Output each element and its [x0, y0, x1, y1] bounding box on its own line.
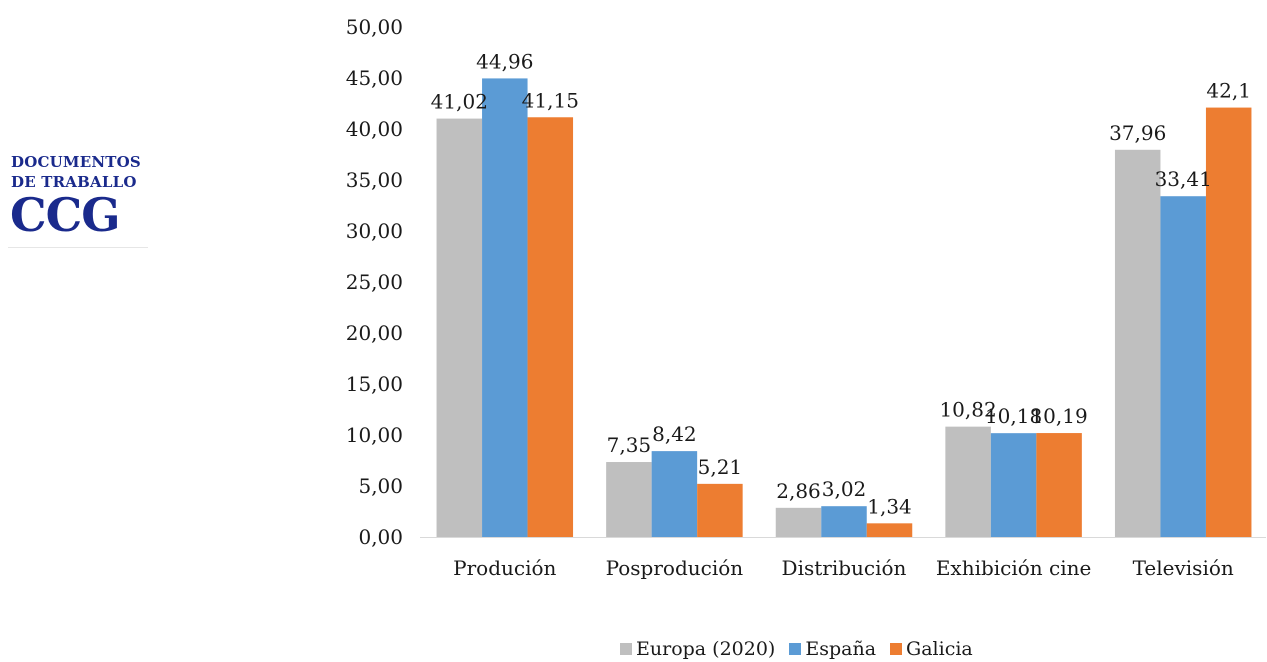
- legend-swatch-galicia: [890, 643, 903, 655]
- data-label: 41,15: [522, 88, 579, 112]
- y-tick-label: 20,00: [346, 321, 403, 345]
- logo-underline: [8, 247, 148, 248]
- y-tick-label: 5,00: [358, 474, 403, 498]
- bar-europa: [436, 118, 483, 537]
- data-label: 42,1: [1206, 79, 1251, 103]
- bar-galicia: [1036, 433, 1082, 537]
- data-label: 10,82: [939, 398, 996, 422]
- bar-galicia: [866, 523, 913, 537]
- data-label: 37,96: [1109, 121, 1166, 145]
- data-label: 7,35: [607, 433, 652, 457]
- bar-europa: [1114, 149, 1161, 538]
- x-tick-label: Produción: [453, 556, 556, 580]
- data-label: 44,96: [476, 49, 533, 73]
- legend-swatch-espana: [789, 643, 802, 655]
- ccg-logo: DOCUMENTOS DE TRABALLO CCG: [8, 150, 148, 248]
- data-label: 41,02: [431, 90, 488, 114]
- data-label: 2,86: [776, 479, 821, 503]
- x-tick-label: Exhibición cine: [936, 556, 1092, 580]
- logo-line-documentos: DOCUMENTOS: [11, 153, 141, 171]
- data-label: 5,21: [698, 455, 743, 479]
- legend-label-galicia: Galicia: [906, 638, 973, 660]
- data-label: 10,19: [1030, 404, 1087, 428]
- bar-europa: [606, 462, 652, 537]
- legend-swatch-europa: [620, 643, 632, 655]
- data-label: 3,02: [822, 477, 867, 501]
- x-tick-label: Posprodución: [606, 556, 744, 580]
- y-tick-label: 45,00: [346, 66, 403, 90]
- legend-label-espana: España: [805, 638, 877, 660]
- bar-galicia: [697, 483, 743, 537]
- bar-espana: [482, 78, 528, 538]
- y-tick-label: 15,00: [346, 372, 403, 396]
- y-tick-label: 10,00: [346, 423, 403, 447]
- bar-galicia: [1205, 107, 1252, 537]
- y-tick-label: 40,00: [346, 117, 403, 141]
- legend-item-europa: Europa (2020): [620, 638, 775, 660]
- bar-galicia: [527, 117, 574, 538]
- logo-mark-ccg: CCG: [10, 188, 121, 242]
- legend-label-europa: Europa (2020): [636, 638, 776, 660]
- y-tick-label: 25,00: [346, 270, 403, 294]
- data-label: 33,41: [1155, 167, 1212, 191]
- legend-item-espana: España: [789, 638, 876, 660]
- logo-line-traballo: DE TRABALLO: [11, 173, 137, 191]
- data-label: 1,34: [867, 494, 912, 518]
- bar-espana: [1160, 196, 1206, 537]
- y-tick-label: 0,00: [358, 525, 403, 549]
- legend-item-galicia: Galicia: [890, 638, 973, 660]
- y-tick-label: 35,00: [346, 168, 403, 192]
- bar-europa: [945, 426, 991, 537]
- x-tick-label: Televisión: [1133, 556, 1234, 580]
- data-label: 8,42: [652, 422, 697, 446]
- bar-espana: [651, 451, 698, 537]
- y-tick-label: 30,00: [346, 219, 403, 243]
- bar-espana: [821, 506, 867, 537]
- bar-europa: [775, 507, 822, 537]
- bar-espana: [990, 433, 1037, 537]
- chart-legend: Europa (2020) España Galicia: [620, 638, 987, 660]
- data-label: 10,18: [985, 404, 1042, 428]
- x-tick-label: Distribución: [782, 556, 907, 580]
- y-tick-label: 50,00: [346, 15, 403, 39]
